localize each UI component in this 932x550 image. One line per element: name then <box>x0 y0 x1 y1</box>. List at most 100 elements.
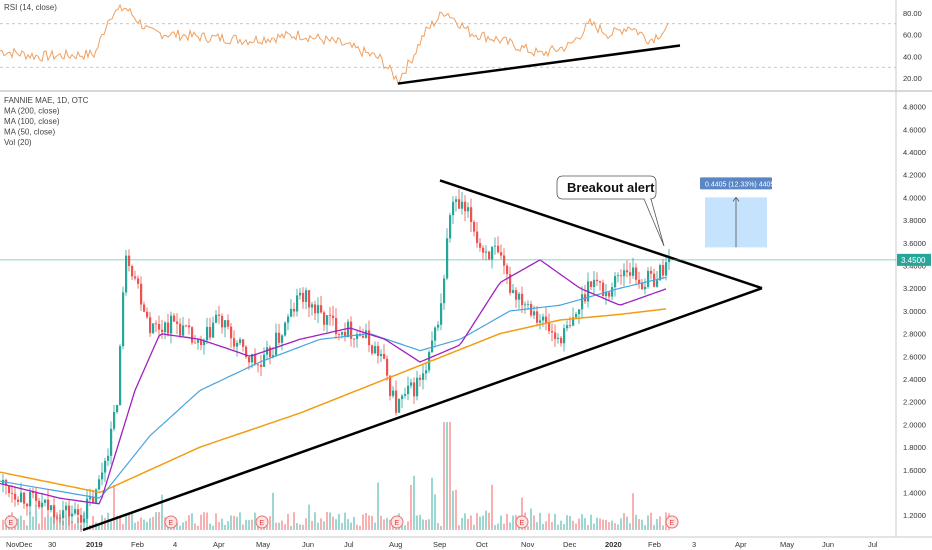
candle-body <box>161 329 164 333</box>
candle-body <box>101 472 104 480</box>
candle-body <box>299 292 302 296</box>
earnings-marker-label: E <box>670 520 675 527</box>
candle-body <box>53 505 56 518</box>
candle-body <box>425 370 428 374</box>
candle-body <box>563 328 566 344</box>
earnings-marker[interactable] <box>164 515 178 529</box>
volume-bar <box>200 514 202 530</box>
volume-bar <box>38 523 40 530</box>
earnings-marker[interactable] <box>390 515 404 529</box>
candle-body <box>62 510 65 519</box>
volume-bar <box>110 521 112 530</box>
candle-body <box>401 395 404 400</box>
earnings-marker[interactable] <box>515 515 529 529</box>
volume-bar <box>557 524 559 530</box>
time-axis-tick: 2019 <box>86 540 103 549</box>
volume-bar <box>587 524 589 530</box>
volume-bar <box>530 508 532 530</box>
last-price-value: 3.4500 <box>901 256 926 265</box>
candle-body <box>134 276 137 279</box>
candle-body <box>650 270 653 274</box>
ma50-line <box>0 259 667 505</box>
volume-bar <box>161 494 163 530</box>
volume-bar <box>464 513 466 530</box>
candle-body <box>317 305 320 314</box>
candle-body <box>539 320 542 323</box>
volume-bar <box>362 514 364 530</box>
candle-body <box>119 346 122 406</box>
candle-body <box>419 377 422 380</box>
candle-body <box>230 326 233 339</box>
candle-body <box>149 317 152 334</box>
triangle-upper-trendline[interactable] <box>439 179 763 290</box>
candle-body <box>383 353 386 359</box>
candle-body <box>194 342 197 344</box>
candle-body <box>503 255 506 266</box>
candle-body <box>281 335 284 343</box>
candle-body <box>629 272 632 276</box>
earnings-marker[interactable] <box>4 515 18 529</box>
legend-entry: MA (50, close) <box>4 128 55 137</box>
volume-bar <box>326 512 328 530</box>
candle-body <box>452 201 455 216</box>
rsi-line <box>0 3 669 86</box>
time-axis-tick: Nov <box>521 540 535 549</box>
candle-body <box>104 460 107 473</box>
volume-bar <box>191 513 193 530</box>
candle-body <box>269 347 272 358</box>
candle-body <box>8 485 11 494</box>
candle-body <box>374 346 377 354</box>
candle-body <box>446 238 449 279</box>
candle-body <box>131 266 134 277</box>
price-axis-tick: 4.0000 <box>903 193 926 202</box>
candle-body <box>338 334 341 335</box>
price-axis-tick: 3.4000 <box>903 262 926 271</box>
volume-bar <box>380 515 382 530</box>
price-axis-tick: 2.6000 <box>903 352 926 361</box>
candle-body <box>167 322 170 334</box>
earnings-marker[interactable] <box>255 515 269 529</box>
volume-bar <box>575 523 577 530</box>
candle-body <box>434 327 437 341</box>
rsi-support-trendline[interactable] <box>397 44 681 85</box>
volume-bar <box>104 517 106 530</box>
volume-bar <box>290 525 292 530</box>
time-axis-tick: Nov <box>6 540 20 549</box>
volume-bar <box>479 516 481 530</box>
candle-body <box>578 309 581 315</box>
volume-bar <box>410 485 412 530</box>
candle-body <box>593 279 596 287</box>
candle-body <box>152 323 155 334</box>
candle-body <box>341 331 344 335</box>
legend-entry: Vol (20) <box>4 138 32 147</box>
candle-body <box>461 201 464 209</box>
volume-bar <box>185 520 187 530</box>
candle-body <box>476 231 479 244</box>
candle-body <box>344 331 347 337</box>
volume-bar <box>71 521 73 530</box>
candle-body <box>536 311 539 323</box>
price-axis-tick: 3.6000 <box>903 239 926 248</box>
volume-bar <box>620 518 622 530</box>
breakout-callout-box[interactable] <box>556 175 665 247</box>
triangle-lower-trendline[interactable] <box>82 287 763 532</box>
volume-bar <box>206 512 208 530</box>
volume-bar <box>302 524 304 530</box>
candle-body <box>191 327 194 343</box>
volume-bar <box>254 512 256 530</box>
candle-body <box>371 345 374 354</box>
price-axis-tick: 1.8000 <box>903 443 926 452</box>
candle-body <box>404 394 407 396</box>
volume-bar <box>494 525 496 530</box>
volume-bar <box>308 504 310 530</box>
candle-body <box>542 316 545 321</box>
volume-bar <box>116 515 118 530</box>
candle-body <box>488 251 491 260</box>
breakout-callout-text: Breakout alert <box>567 180 655 195</box>
candle-body <box>110 428 113 456</box>
earnings-marker[interactable] <box>665 515 679 529</box>
volume-bar <box>401 525 403 530</box>
candle-body <box>557 337 560 339</box>
volume-bar <box>287 513 289 530</box>
